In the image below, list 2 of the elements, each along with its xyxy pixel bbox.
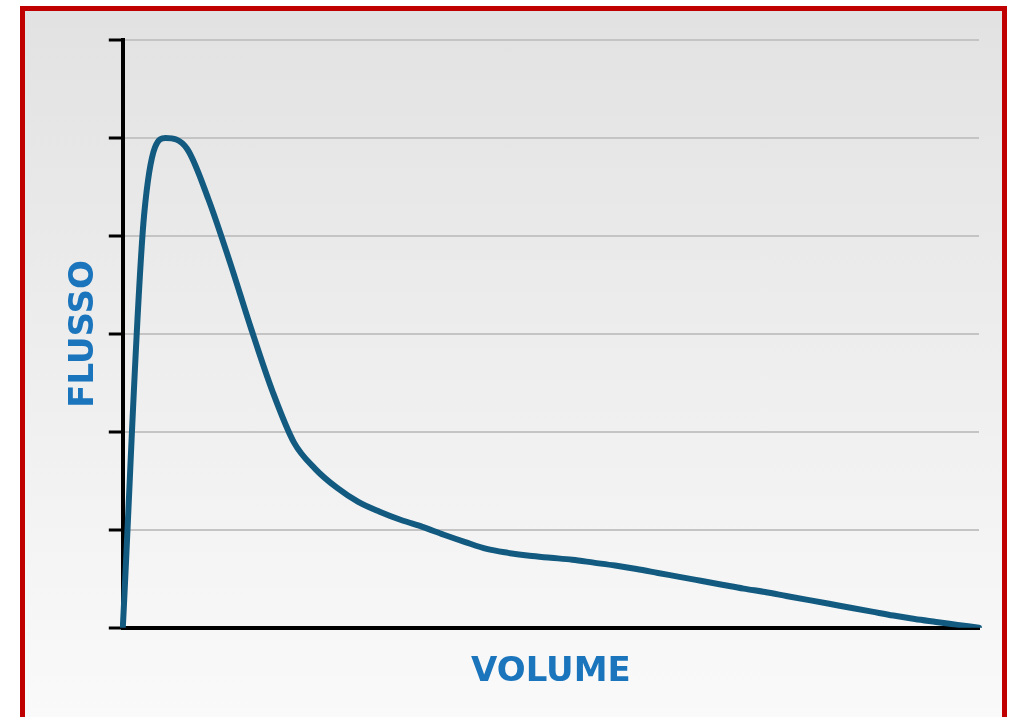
x-axis-title: VOLUME bbox=[471, 649, 631, 690]
y-axis-title: FLUSSO bbox=[61, 260, 102, 408]
